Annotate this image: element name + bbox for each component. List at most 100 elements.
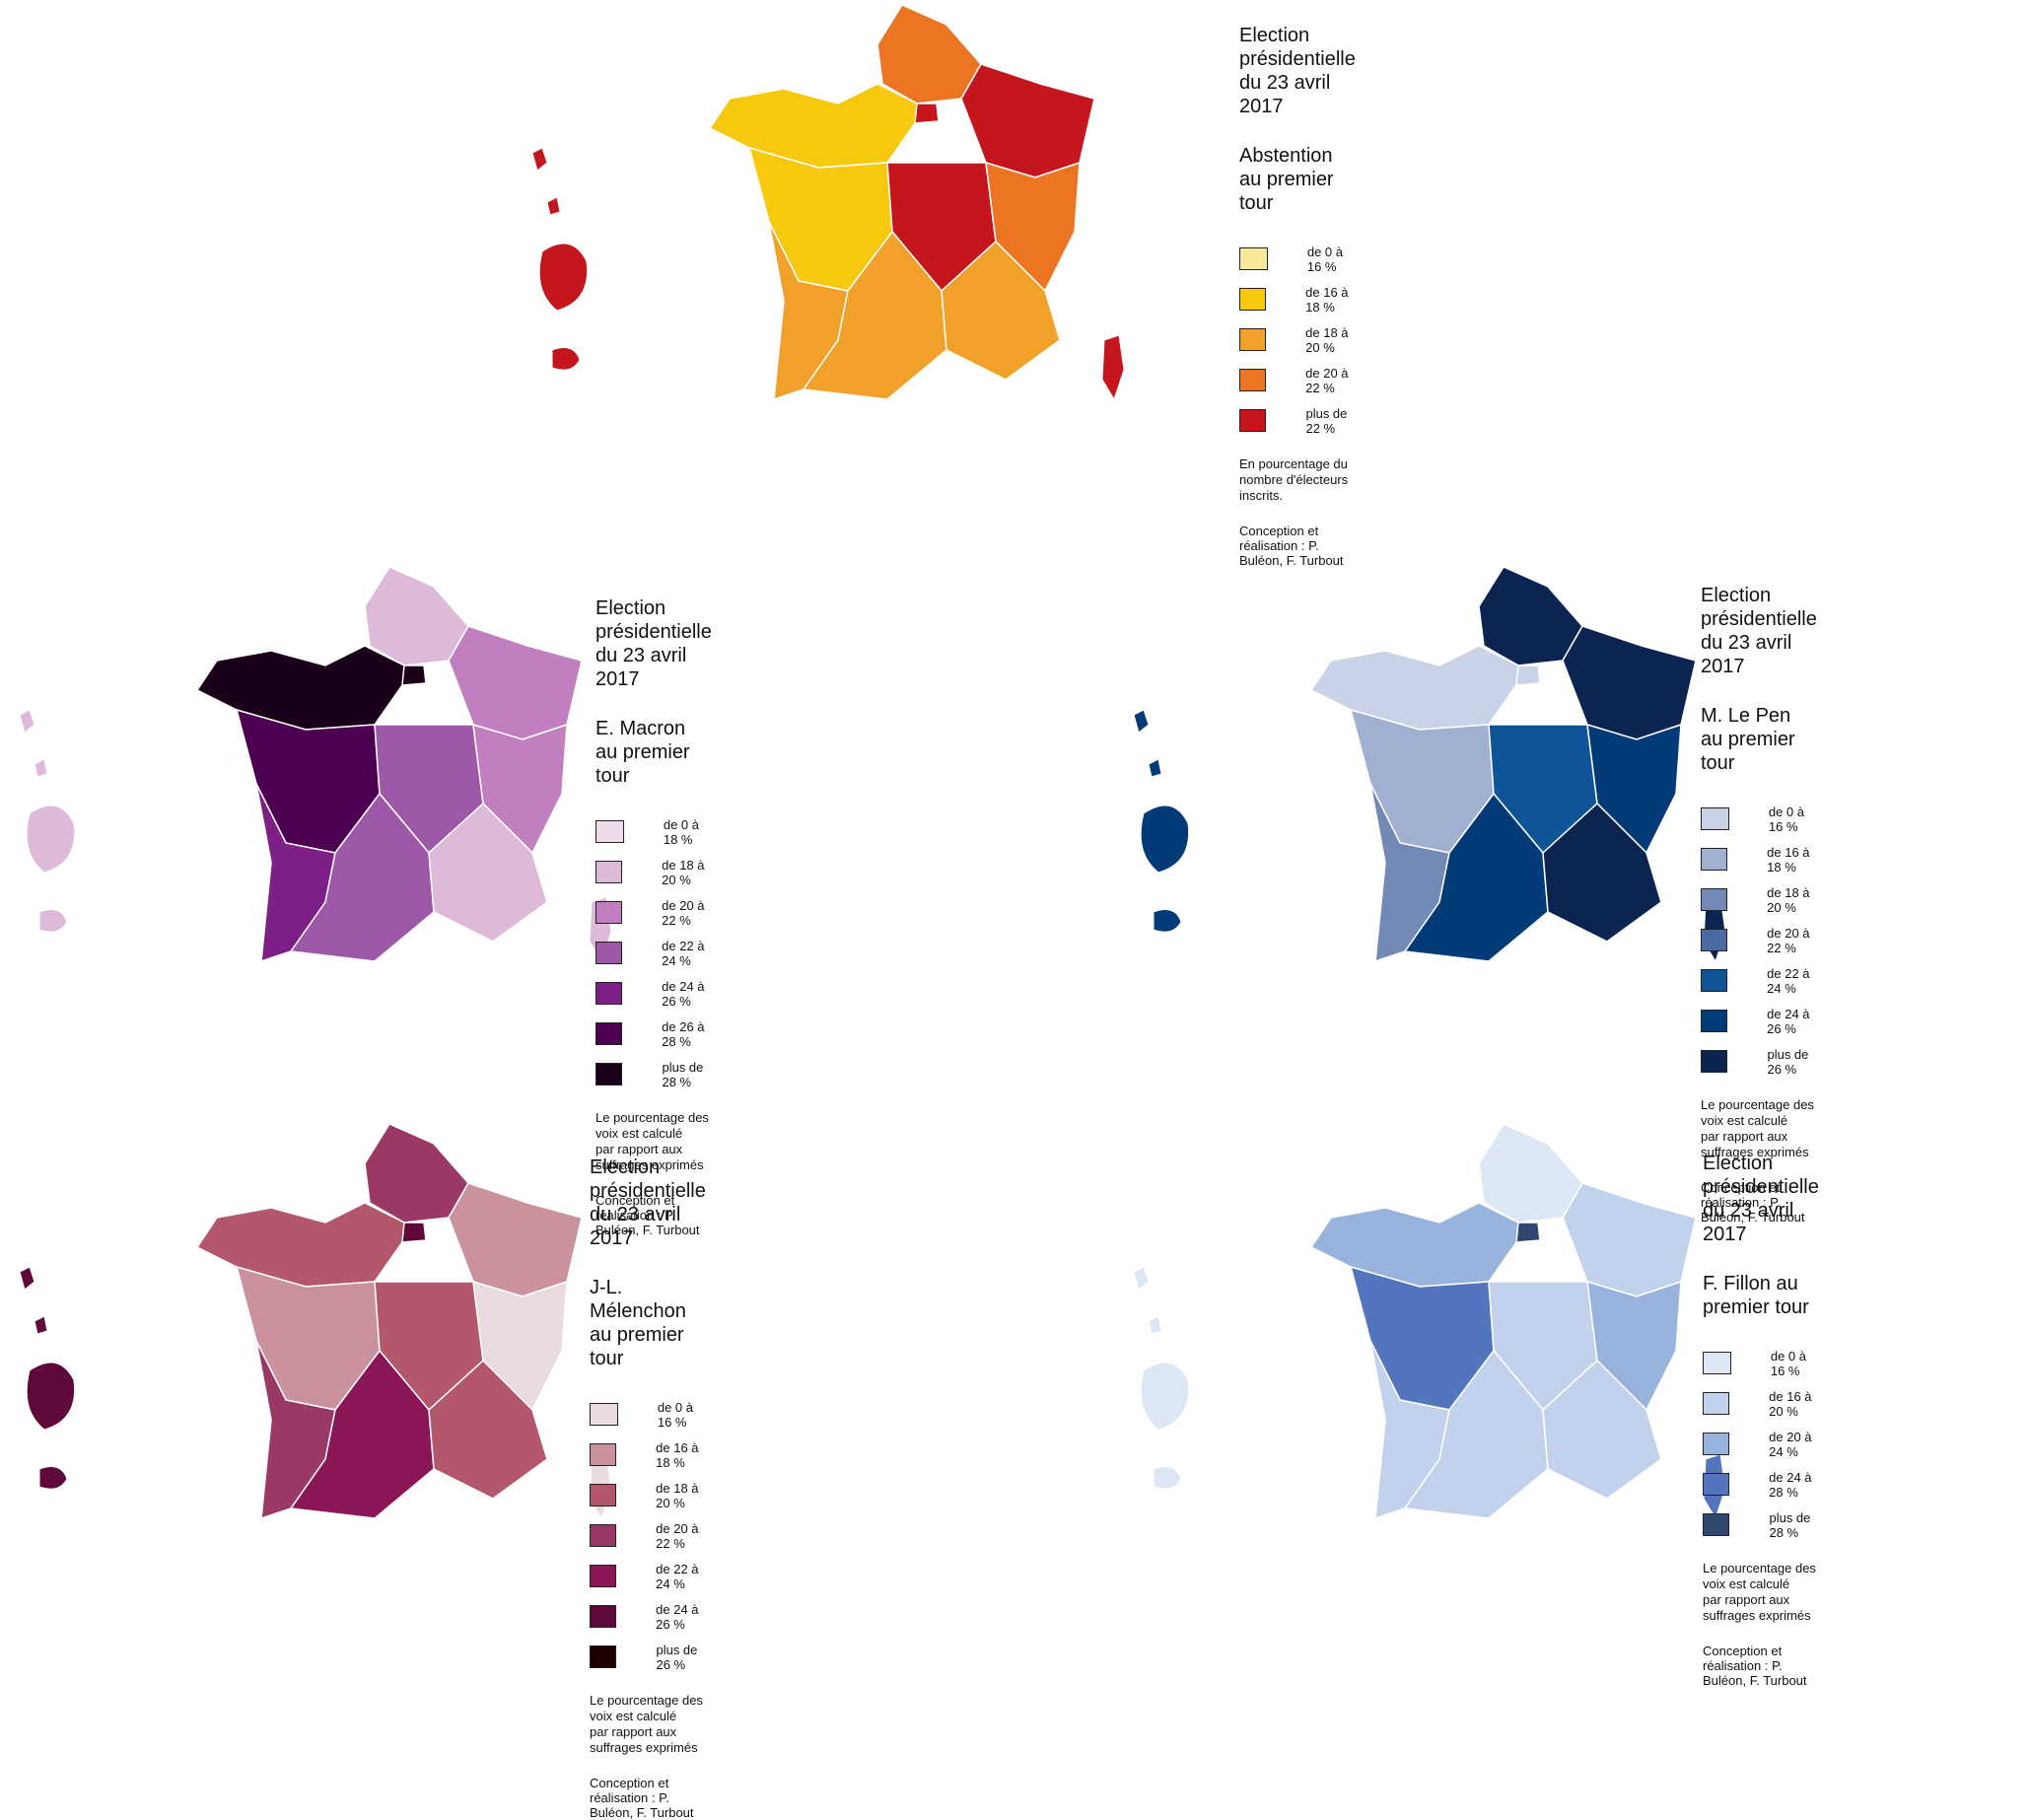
legend-swatch — [595, 1022, 623, 1045]
region-n — [364, 1123, 469, 1224]
legend-note: Le pourcentage des voix est calculé — [1701, 1097, 1814, 1128]
overseas-territory — [26, 805, 76, 874]
legend-item: plus de 26 % — [1701, 1041, 1817, 1082]
title-line2: du 23 avril 2017 — [1239, 72, 1331, 117]
legend-label: de 20 à 22 % — [1305, 365, 1349, 395]
choropleth-melenchon — [19, 1123, 612, 1520]
legend-label: de 22 à 24 % — [662, 938, 705, 968]
legend-item: plus de 28 % — [595, 1054, 712, 1094]
legend-label: de 22 à 24 % — [656, 1561, 699, 1591]
legend-abstention: Election présidentielle du 23 avril 2017 A… — [1239, 24, 1356, 568]
legend-item: de 0 à 16 % — [1703, 1343, 1819, 1383]
legend-note-2: par rapport aux suffrages exprimés — [1701, 1129, 1809, 1159]
legend-swatch — [1703, 1473, 1730, 1496]
legend-item: de 26 à 28 % — [595, 1014, 712, 1054]
map-melenchon — [10, 1123, 631, 1538]
region-s — [1403, 1349, 1549, 1519]
legend-swatch — [1239, 409, 1267, 432]
legend-label: de 20 à 22 % — [656, 1520, 699, 1551]
overseas-territory — [1148, 1315, 1162, 1335]
legend-item: de 20 à 22 % — [1239, 360, 1356, 400]
legend-label: de 24 à 26 % — [1767, 1006, 1810, 1036]
region-s — [289, 1349, 435, 1519]
legend-item: de 24 à 28 % — [1703, 1464, 1819, 1505]
legend-item: plus de 26 % — [590, 1637, 706, 1677]
legend-item: de 24 à 26 % — [1701, 1001, 1817, 1041]
region-se — [1542, 1359, 1662, 1500]
region-ne — [960, 63, 1095, 178]
region-n — [364, 566, 469, 666]
map-subtitle: J-L. Mélenchon au premier tour — [590, 1277, 686, 1369]
choropleth-macron — [19, 566, 612, 963]
legend-swatch — [595, 942, 623, 964]
legend-note-2: par rapport aux suffrages exprimés — [590, 1724, 698, 1755]
overseas-territory — [38, 1466, 68, 1490]
legend-label: de 16 à 18 % — [1767, 844, 1810, 875]
legend-item: de 18 à 20 % — [590, 1475, 706, 1515]
legend-label: de 22 à 24 % — [1767, 965, 1810, 996]
legend-macron: Election présidentielle du 23 avril 2017 E… — [595, 596, 712, 1237]
credit: Conception et réalisation : P. Buléon, F… — [590, 1776, 694, 1820]
region-nw — [195, 1202, 405, 1288]
legend-label: de 24 à 28 % — [1769, 1469, 1812, 1500]
title-line2: du 23 avril 2017 — [1703, 1200, 1794, 1245]
legend-label: plus de 22 % — [1305, 405, 1348, 436]
region-s — [802, 230, 947, 400]
credit: Conception et réalisation : P. Buléon, F… — [1701, 1180, 1805, 1225]
legend-label: de 18 à 20 % — [662, 857, 705, 887]
legend-rows: de 0 à 16 % de 16 à 18 % de 18 à 20 % de 20… — [1701, 799, 1817, 1082]
title-line1: Election présidentielle — [595, 597, 712, 643]
map-macron — [10, 566, 631, 981]
legend-swatch — [1701, 929, 1728, 951]
title-line1: Election présidentielle — [1239, 25, 1356, 70]
region-ne — [1562, 625, 1697, 740]
legend-label: de 18 à 20 % — [1305, 324, 1349, 355]
legend-swatch — [1703, 1433, 1730, 1455]
legend-item: de 20 à 24 % — [1703, 1424, 1819, 1464]
title-line1: Election présidentielle — [1701, 585, 1817, 630]
legend-note-2: par rapport aux suffrages exprimés — [595, 1142, 704, 1172]
legend-swatch — [1239, 369, 1267, 391]
legend-label: de 0 à 16 % — [1306, 244, 1343, 274]
legend-label: plus de 28 % — [662, 1059, 704, 1089]
region-s — [1403, 792, 1549, 962]
legend-item: de 22 à 24 % — [590, 1556, 706, 1596]
legend-label: de 20 à 22 % — [662, 897, 705, 928]
legend-item: de 20 à 22 % — [1701, 920, 1817, 960]
legend-item: de 16 à 18 % — [1239, 279, 1356, 319]
overseas-territory — [34, 1315, 48, 1335]
legend-note: Le pourcentage des voix est calculé — [595, 1110, 709, 1141]
map-lepen — [1124, 566, 1745, 981]
map-subtitle: E. Macron au premier tour — [595, 718, 690, 787]
legend-label: de 18 à 20 % — [1767, 884, 1810, 915]
legend-swatch — [590, 1403, 618, 1426]
legend-label: de 20 à 24 % — [1769, 1429, 1812, 1459]
region-nw — [195, 645, 405, 731]
map-abstention — [531, 4, 1144, 419]
legend-label: de 0 à 16 % — [1768, 804, 1804, 834]
legend-melenchon: Election présidentielle du 23 avril 2017 J… — [590, 1155, 706, 1820]
legend-swatch — [1239, 288, 1267, 311]
legend-item: de 0 à 16 % — [1701, 799, 1817, 839]
region-s — [289, 792, 435, 962]
region-se — [941, 240, 1061, 381]
title-line2: du 23 avril 2017 — [590, 1204, 681, 1249]
legend-item: de 18 à 20 % — [1239, 319, 1356, 360]
region-ne — [1562, 1182, 1697, 1297]
map-fillon — [1124, 1123, 1745, 1538]
legend-swatch — [1701, 888, 1728, 911]
legend-label: plus de 26 % — [656, 1642, 698, 1672]
legend-swatch — [1701, 1050, 1728, 1073]
choropleth-abstention — [531, 4, 1125, 401]
legend-label: de 16 à 20 % — [1769, 1388, 1812, 1419]
legend-rows: de 0 à 16 % de 16 à 18 % de 18 à 20 % de 20… — [590, 1394, 706, 1677]
overseas-territory — [19, 1266, 35, 1291]
title-line1: Election présidentielle — [590, 1156, 706, 1202]
legend-label: plus de 26 % — [1767, 1046, 1809, 1077]
legend-item: de 0 à 16 % — [590, 1394, 706, 1435]
legend-label: de 16 à 18 % — [1305, 284, 1349, 315]
legend-label: de 20 à 22 % — [1767, 925, 1810, 955]
legend-swatch — [1239, 328, 1267, 351]
legend-swatch — [590, 1524, 617, 1547]
overseas-territory — [1140, 1362, 1190, 1431]
